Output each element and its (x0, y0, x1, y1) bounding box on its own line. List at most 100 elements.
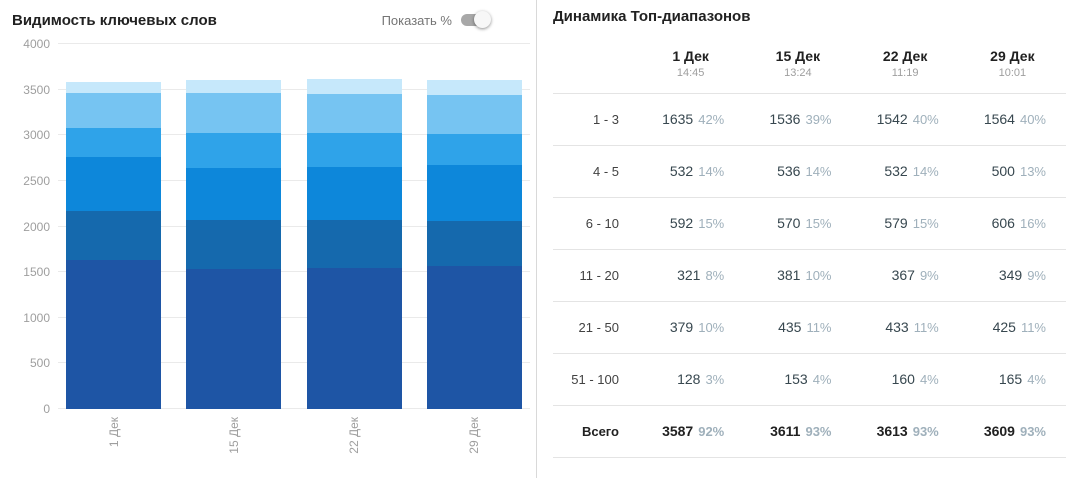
value-cell[interactable]: 532 14% (637, 145, 744, 197)
value-cell[interactable]: 536 14% (744, 145, 851, 197)
bar-segment-51-100[interactable] (186, 79, 282, 94)
cell-percent: 92% (698, 424, 725, 439)
value-cell[interactable]: 1542 40% (852, 93, 959, 145)
row-label[interactable]: 1 - 3 (592, 111, 619, 127)
stacked-bar-chart: 0 500 1000 1500 2000 2500 3000 3500 4000 1 Дек 15… (12, 37, 536, 477)
cell-percent: 39% (805, 112, 832, 127)
value-cell[interactable]: 433 11% (852, 301, 959, 353)
column-header[interactable]: 29 Дек 10:01 (959, 35, 1066, 93)
bar-segment-6-10[interactable] (426, 165, 522, 221)
value-cell[interactable]: 570 15% (744, 197, 851, 249)
cell-value: 500 (991, 163, 1015, 179)
gridline (58, 179, 530, 181)
bar-segment-1-3[interactable] (66, 259, 161, 409)
row-label[interactable]: 51 - 100 (571, 371, 619, 387)
bar-segment-1-3[interactable] (306, 268, 402, 409)
y-tick-label: 2000 (23, 219, 50, 234)
column-date: 22 Дек (882, 48, 928, 65)
column-date: 15 Дек (775, 48, 821, 65)
bar-segment-11-20[interactable] (306, 133, 402, 167)
bar-segment-51-100[interactable] (66, 81, 161, 94)
value-cell[interactable]: 165 4% (959, 353, 1066, 405)
y-tick-label: 3000 (23, 128, 50, 143)
value-cell[interactable]: 579 15% (852, 197, 959, 249)
value-cell[interactable]: 3609 93% (959, 405, 1066, 457)
bar-segment-51-100[interactable] (306, 79, 402, 94)
value-cell[interactable]: 592 15% (637, 197, 744, 249)
cell-percent: 16% (1019, 216, 1046, 231)
gridline (58, 134, 530, 136)
row-label[interactable]: 11 - 20 (579, 267, 619, 283)
top-ranges-table: 1 Дек 14:45 15 Дек 13:24 22 Дек 11:19 29 Дек 10… (553, 35, 1066, 458)
row-label[interactable]: Всего (581, 423, 619, 439)
cell-value: 381 (777, 267, 801, 283)
cell-percent: 40% (1019, 112, 1046, 127)
value-cell[interactable]: 435 11% (744, 301, 851, 353)
value-cell[interactable]: 1536 39% (744, 93, 851, 145)
value-cell[interactable]: 321 8% (637, 249, 744, 301)
stacked-bar[interactable] (306, 79, 402, 409)
gridline (58, 316, 530, 318)
value-cell[interactable]: 500 13% (959, 145, 1066, 197)
bar-segment-11-20[interactable] (186, 133, 282, 168)
bar-segment-6-10[interactable] (66, 157, 161, 212)
value-cell[interactable]: 3611 93% (744, 405, 851, 457)
table-row: 11 - 20 321 8% 381 10% 367 9% 349 9% (553, 249, 1066, 301)
cell-value: 3587 (662, 423, 694, 439)
row-label[interactable]: 4 - 5 (592, 163, 619, 179)
bar-segment-11-20[interactable] (426, 133, 522, 166)
column-time: 11:19 (891, 67, 919, 80)
bar-segment-4-5[interactable] (186, 219, 282, 269)
cell-value: 1536 (769, 111, 801, 127)
cell-percent: 9% (1027, 268, 1046, 283)
value-cell[interactable]: 532 14% (852, 145, 959, 197)
cell-value: 160 (891, 371, 915, 387)
cell-value: 153 (784, 371, 808, 387)
bar-segment-1-3[interactable] (426, 266, 522, 409)
cell-value: 536 (777, 163, 801, 179)
value-cell[interactable]: 3613 93% (852, 405, 959, 457)
value-cell[interactable]: 381 10% (744, 249, 851, 301)
value-cell[interactable]: 349 9% (959, 249, 1066, 301)
bar-segment-1-3[interactable] (186, 268, 282, 409)
bar-segment-21-50[interactable] (306, 93, 402, 134)
row-label[interactable]: 6 - 10 (585, 215, 619, 231)
column-header[interactable]: 15 Дек 13:24 (744, 35, 851, 93)
bar-segment-6-10[interactable] (306, 166, 402, 220)
cell-percent: 11% (806, 320, 832, 335)
bar-segment-4-5[interactable] (66, 211, 161, 260)
cell-percent: 14% (805, 164, 832, 179)
value-cell[interactable]: 606 16% (959, 197, 1066, 249)
value-cell[interactable]: 379 10% (637, 301, 744, 353)
row-label[interactable]: 21 - 50 (578, 319, 619, 335)
stacked-bar[interactable] (426, 79, 522, 409)
cell-percent: 93% (1019, 424, 1046, 439)
bar-segment-21-50[interactable] (426, 94, 522, 134)
bar-segment-4-5[interactable] (306, 219, 402, 269)
bar-segment-21-50[interactable] (66, 93, 161, 128)
value-cell[interactable]: 3587 92% (637, 405, 744, 457)
show-percent-toggle[interactable] (461, 11, 491, 28)
stacked-bar[interactable] (66, 81, 161, 409)
value-cell[interactable]: 367 9% (852, 249, 959, 301)
table-row: Всего 3587 92% 3611 93% 3613 93% 3609 93% (553, 405, 1066, 457)
table-row: 4 - 5 532 14% 536 14% 532 14% 500 13% (553, 145, 1066, 197)
value-cell[interactable]: 425 11% (959, 301, 1066, 353)
value-cell[interactable]: 153 4% (744, 353, 851, 405)
cell-value: 532 (884, 163, 908, 179)
column-header[interactable]: 1 Дек 14:45 (637, 35, 744, 93)
column-time: 14:45 (676, 67, 705, 80)
bar-segment-6-10[interactable] (186, 167, 282, 220)
bar-segment-51-100[interactable] (426, 79, 522, 95)
value-cell[interactable]: 160 4% (852, 353, 959, 405)
value-cell[interactable]: 128 3% (637, 353, 744, 405)
column-header[interactable]: 22 Дек 11:19 (852, 35, 959, 93)
bar-segment-11-20[interactable] (66, 127, 161, 158)
bar-segment-4-5[interactable] (426, 220, 522, 267)
value-cell[interactable]: 1564 40% (959, 93, 1066, 145)
stacked-bar[interactable] (186, 79, 282, 409)
cell-percent: 10% (698, 320, 725, 335)
bar-segment-21-50[interactable] (186, 93, 282, 134)
value-cell[interactable]: 1635 42% (637, 93, 744, 145)
table-corner-cell (553, 35, 637, 93)
